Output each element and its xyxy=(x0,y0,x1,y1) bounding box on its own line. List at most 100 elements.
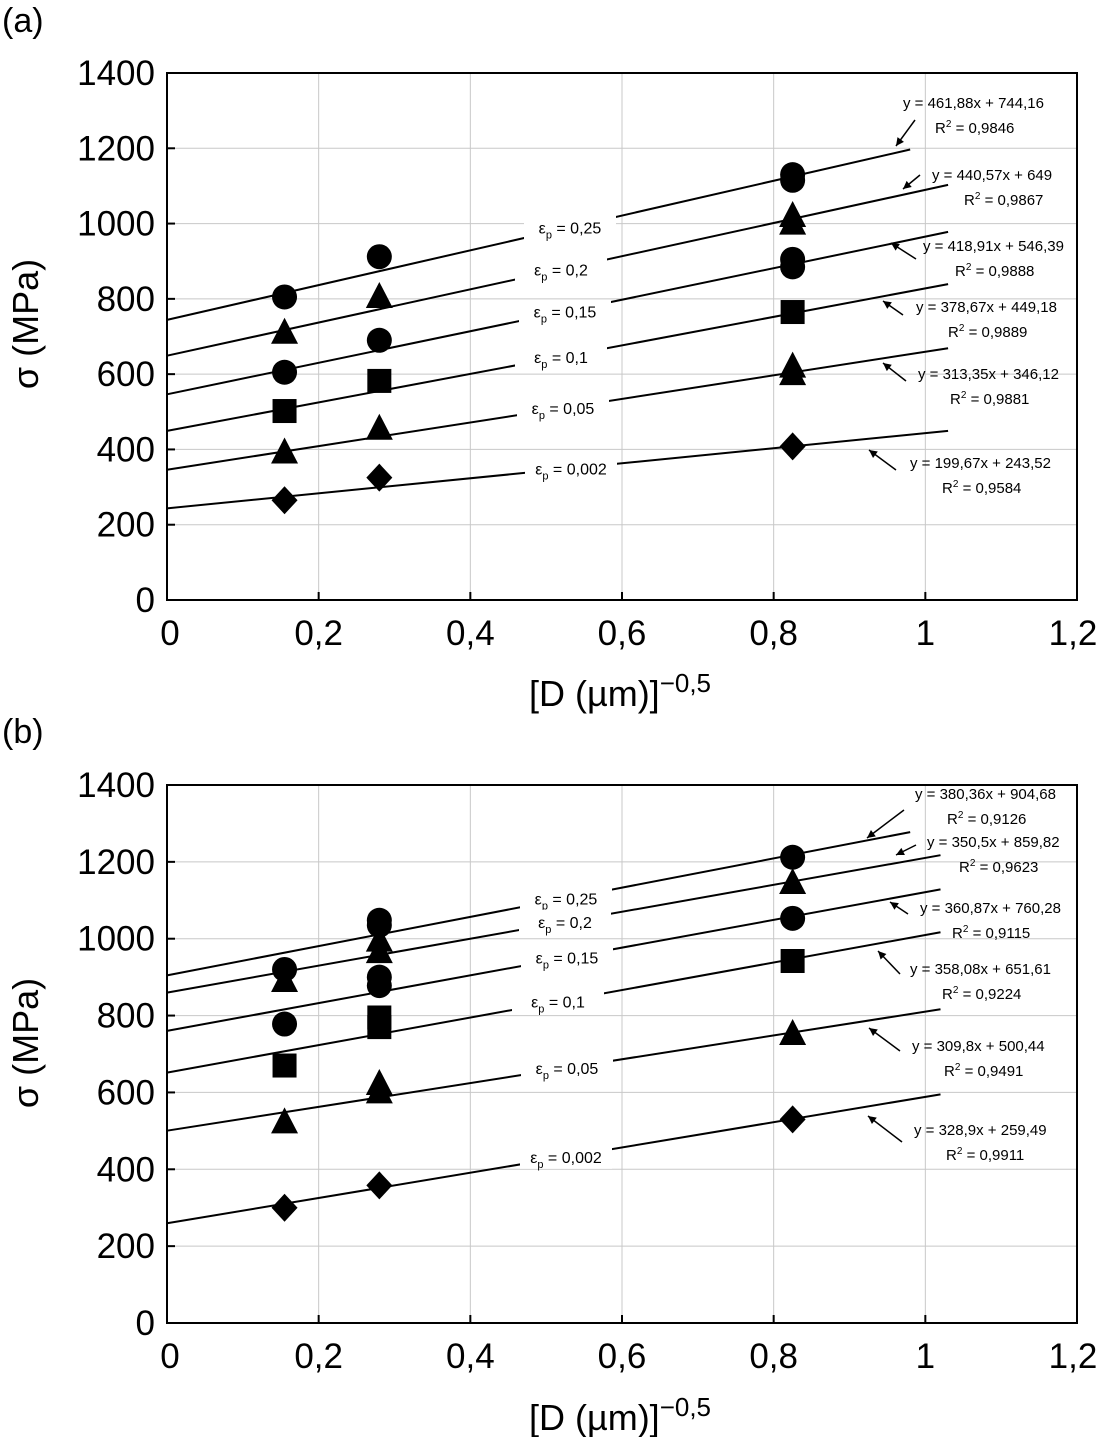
y-tick-label: 0 xyxy=(136,1304,155,1343)
data-point-circle xyxy=(272,284,298,310)
fit-r-squared: R2 = 0,9867 xyxy=(964,191,1043,209)
x-tick-label: 0,8 xyxy=(749,614,798,653)
data-point-triangle xyxy=(779,1019,807,1046)
x-tick-label: 0,4 xyxy=(446,1337,495,1376)
strain-label-symbol: ε xyxy=(534,305,541,322)
r-squared-value: = 0,9115 xyxy=(968,925,1030,942)
r-squared-symbol: R xyxy=(947,811,958,828)
strain-label-bg xyxy=(515,257,607,282)
x-tick-label: 0,4 xyxy=(446,614,495,653)
data-point-circle xyxy=(366,964,392,990)
data-point-circle xyxy=(366,327,392,353)
strain-label: εp = 0,25 xyxy=(539,220,602,241)
strain-label-subscript: p xyxy=(543,1070,549,1082)
data-point-diamond xyxy=(271,486,298,515)
data-point-triangle xyxy=(779,201,807,228)
r-squared-value: = 0,9881 xyxy=(966,391,1029,408)
data-point-diamond xyxy=(366,463,393,492)
r-squared-exponent: 2 xyxy=(953,985,959,996)
y-tick-label: 0 xyxy=(136,581,155,620)
r-squared-value: = 0,9867 xyxy=(980,192,1043,209)
strain-label-value: = 0,15 xyxy=(547,305,596,322)
r-squared-symbol: R xyxy=(955,263,966,280)
x-tick-label: 0 xyxy=(160,1337,179,1376)
y-axis-label: σ (MPa) xyxy=(5,259,46,389)
annotation-arrowhead xyxy=(890,902,899,910)
strain-label-subscript: p xyxy=(541,359,547,371)
fit-equation: y = 378,67x + 449,18 xyxy=(916,299,1057,316)
y-tick-label: 600 xyxy=(97,355,155,394)
strain-label-bg xyxy=(525,456,617,481)
annotation-arrowhead xyxy=(903,180,912,189)
strain-label-subscript: p xyxy=(538,1004,544,1016)
annotation-arrowhead xyxy=(896,847,905,855)
strain-label-value: = 0,002 xyxy=(548,461,606,478)
x-axis-label: [D (µm)]−0,5 xyxy=(529,668,711,714)
data-point-triangle xyxy=(271,965,299,992)
annotation-arrowhead xyxy=(868,1116,877,1125)
strain-label-bg xyxy=(521,945,613,970)
fit-r-squared: R2 = 0,9224 xyxy=(942,985,1021,1003)
fit-r-squared: R2 = 0,9846 xyxy=(935,119,1014,137)
strain-label: εp = 0,1 xyxy=(531,995,585,1016)
y-tick-label: 1400 xyxy=(77,54,155,93)
strain-label-subscript: p xyxy=(541,314,547,326)
y-tick-label: 1000 xyxy=(77,920,155,959)
strain-label: εp = 0,2 xyxy=(538,915,592,936)
data-point-triangle xyxy=(365,1068,393,1095)
annotation-arrowhead xyxy=(896,137,904,146)
r-squared-value: = 0,9846 xyxy=(951,120,1014,137)
x-axis-label-exponent: −0,5 xyxy=(660,1392,711,1422)
strain-label-value: = 0,25 xyxy=(552,220,601,237)
r-squared-exponent: 2 xyxy=(975,191,981,202)
x-tick-label: 0,6 xyxy=(598,1337,647,1376)
r-squared-symbol: R xyxy=(942,480,953,497)
strain-label-symbol: ε xyxy=(538,915,545,932)
data-point-diamond xyxy=(779,432,806,461)
r-squared-exponent: 2 xyxy=(957,1146,963,1157)
x-tick-label: 0,6 xyxy=(598,614,647,653)
strain-label-bg xyxy=(524,215,616,240)
r-squared-symbol: R xyxy=(935,120,946,137)
strain-label-symbol: ε xyxy=(535,461,542,478)
x-tick-label: 0 xyxy=(160,614,179,653)
y-tick-label: 200 xyxy=(97,1227,155,1266)
plot-frame xyxy=(166,72,1078,601)
strain-label-bg xyxy=(512,989,604,1014)
data-point-circle xyxy=(780,162,806,188)
strain-label-value: = 0,2 xyxy=(547,263,588,280)
strain-label-value: = 0,1 xyxy=(544,995,585,1012)
x-axis-label-text: [D (µm)] xyxy=(529,1397,660,1437)
data-point-triangle xyxy=(271,317,299,344)
y-tick-label: 800 xyxy=(97,997,155,1036)
fit-equation: y = 461,88x + 744,16 xyxy=(903,95,1044,112)
data-point-square xyxy=(780,949,805,974)
fit-equation: y = 309,8x + 500,44 xyxy=(912,1038,1045,1055)
y-axis-label: σ (MPa) xyxy=(5,978,46,1108)
r-squared-exponent: 2 xyxy=(966,262,972,273)
y-tick-label: 1200 xyxy=(77,129,155,168)
y-tick-label: 400 xyxy=(97,430,155,469)
r-squared-value: = 0,9224 xyxy=(958,986,1021,1003)
fit-equation: y = 380,36x + 904,68 xyxy=(915,786,1056,803)
strain-label-bg xyxy=(521,1055,613,1080)
strain-label-subscript: p xyxy=(545,924,551,936)
fit-equation: y = 440,57x + 649 xyxy=(932,167,1052,184)
strain-label-bg xyxy=(519,909,611,934)
y-tick-label: 800 xyxy=(97,280,155,319)
strain-label-value: = 0,2 xyxy=(551,915,592,932)
r-squared-symbol: R xyxy=(959,859,970,876)
strain-label-symbol: ε xyxy=(539,220,546,237)
data-point-square xyxy=(272,1053,297,1078)
fit-equation: y = 199,67x + 243,52 xyxy=(910,455,1051,472)
x-tick-label: 1,2 xyxy=(1049,1337,1098,1376)
x-axis-label-exponent: −0,5 xyxy=(660,668,711,698)
strain-label-subscript: p xyxy=(541,272,547,284)
y-tick-label: 400 xyxy=(97,1150,155,1189)
r-squared-exponent: 2 xyxy=(958,810,964,821)
fit-r-squared: R2 = 0,9584 xyxy=(942,479,1021,497)
panel-b-chart: (b) 0 0,2 0,4 0,6 0,8 1 1,2 0 200 400 600 800 1000 120… xyxy=(2,713,1098,1438)
data-point-circle xyxy=(272,1011,298,1037)
r-squared-symbol: R xyxy=(944,1063,955,1080)
